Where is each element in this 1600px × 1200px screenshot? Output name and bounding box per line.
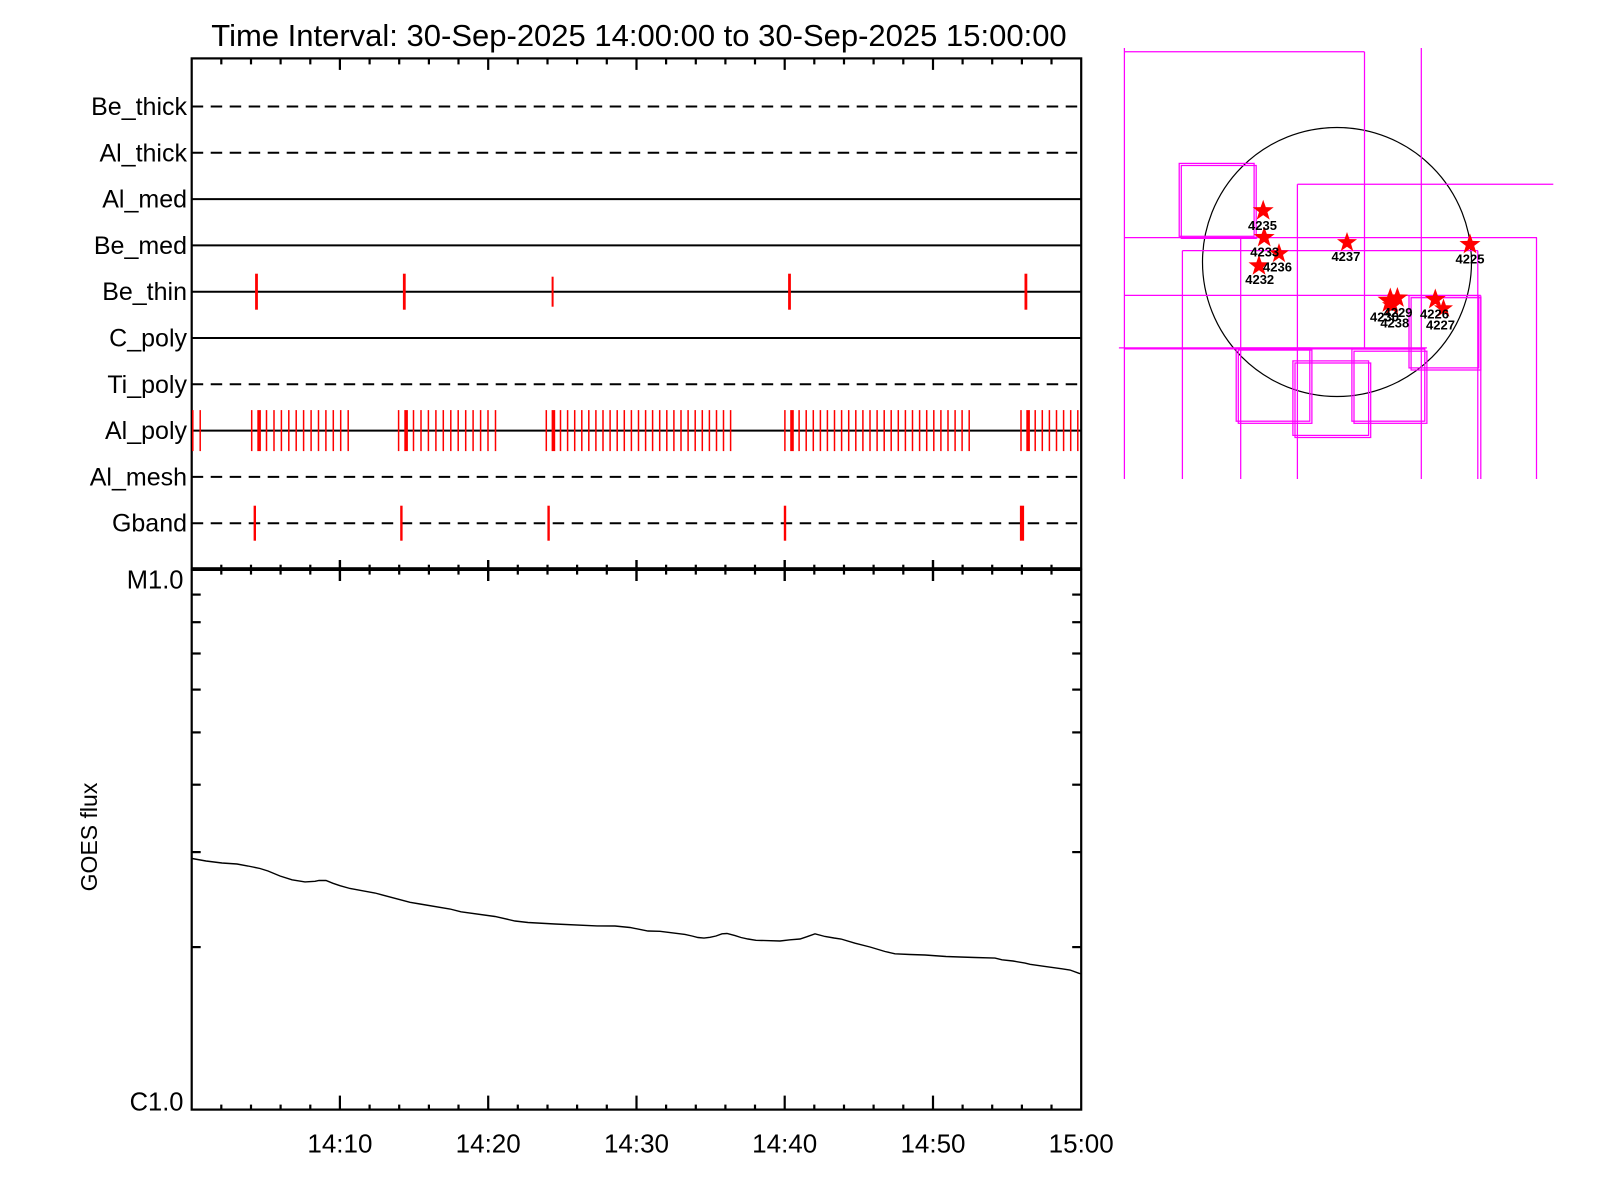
- svg-text:Al_poly: Al_poly: [105, 417, 187, 445]
- svg-text:Al_thick: Al_thick: [99, 139, 187, 167]
- svg-text:Be_thick: Be_thick: [91, 93, 187, 121]
- svg-text:4238: 4238: [1380, 316, 1409, 331]
- svg-text:4237: 4237: [1331, 249, 1360, 264]
- svg-text:14:20: 14:20: [456, 1129, 521, 1159]
- svg-text:M1.0: M1.0: [127, 567, 184, 595]
- svg-text:4230: 4230: [1370, 310, 1399, 325]
- svg-text:4233: 4233: [1250, 245, 1279, 260]
- svg-text:14:30: 14:30: [604, 1129, 669, 1159]
- svg-text:C_poly: C_poly: [109, 325, 187, 353]
- svg-text:GOES flux: GOES flux: [76, 782, 102, 891]
- svg-text:15:00: 15:00: [1049, 1129, 1114, 1159]
- svg-text:4225: 4225: [1456, 252, 1485, 267]
- svg-text:4232: 4232: [1245, 272, 1274, 287]
- svg-text:Al_med: Al_med: [102, 186, 187, 214]
- svg-text:14:40: 14:40: [752, 1129, 817, 1159]
- svg-text:Ti_poly: Ti_poly: [107, 371, 187, 399]
- svg-text:Al_mesh: Al_mesh: [90, 463, 187, 491]
- svg-text:14:50: 14:50: [900, 1129, 965, 1159]
- svg-text:C1.0: C1.0: [130, 1089, 184, 1117]
- svg-text:Gband: Gband: [112, 510, 187, 538]
- svg-text:4229: 4229: [1384, 305, 1413, 320]
- svg-text:4227: 4227: [1426, 318, 1455, 333]
- svg-text:Be_thin: Be_thin: [102, 278, 187, 306]
- svg-text:4236: 4236: [1263, 260, 1292, 275]
- svg-text:Time Interval: 30-Sep-2025 14:: Time Interval: 30-Sep-2025 14:00:00 to 3…: [211, 18, 1066, 53]
- svg-text:4226: 4226: [1420, 306, 1449, 321]
- svg-text:4235: 4235: [1248, 218, 1277, 233]
- svg-text:14:10: 14:10: [307, 1129, 372, 1159]
- svg-text:Be_med: Be_med: [94, 232, 187, 260]
